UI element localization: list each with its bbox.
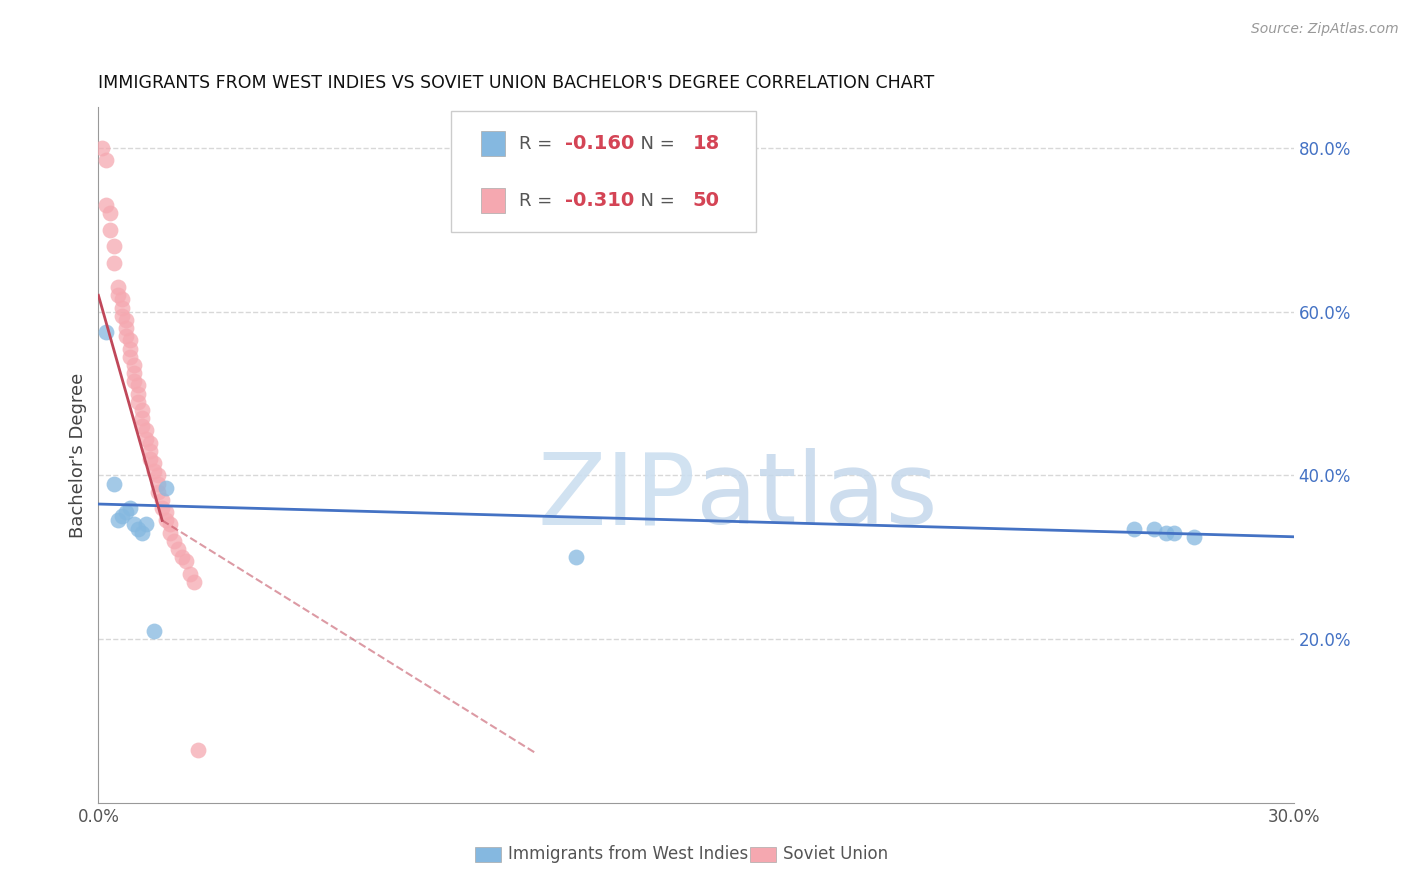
Point	[179, 566, 201, 581]
Text: IMMIGRANTS FROM WEST INDIES VS SOVIET UNION BACHELOR'S DEGREE CORRELATION CHART: IMMIGRANTS FROM WEST INDIES VS SOVIET UN…	[98, 74, 935, 92]
Text: R =: R =	[519, 135, 558, 153]
FancyBboxPatch shape	[481, 188, 505, 213]
Point	[107, 280, 129, 294]
Point	[127, 522, 149, 536]
Point	[115, 321, 138, 335]
Point	[100, 206, 122, 220]
Point	[96, 153, 118, 168]
Text: R =: R =	[519, 192, 558, 210]
Point	[139, 452, 162, 467]
Point	[96, 198, 118, 212]
Point	[127, 378, 149, 392]
Point	[167, 542, 190, 557]
Point	[143, 624, 166, 638]
Point	[120, 350, 142, 364]
Point	[127, 386, 149, 401]
Point	[120, 501, 142, 516]
Point	[159, 517, 181, 532]
Text: Immigrants from West Indies: Immigrants from West Indies	[509, 846, 748, 863]
FancyBboxPatch shape	[749, 847, 776, 862]
Point	[135, 517, 157, 532]
Point	[159, 525, 181, 540]
Point	[115, 505, 138, 519]
Text: 50: 50	[692, 191, 720, 211]
Point	[124, 374, 146, 388]
Point	[124, 517, 146, 532]
Point	[120, 334, 142, 348]
Text: N =: N =	[628, 135, 681, 153]
Point	[183, 574, 205, 589]
Point	[1123, 522, 1146, 536]
Point	[187, 742, 209, 756]
Point	[103, 255, 125, 269]
Text: Source: ZipAtlas.com: Source: ZipAtlas.com	[1251, 22, 1399, 37]
Point	[115, 313, 138, 327]
Point	[111, 309, 134, 323]
FancyBboxPatch shape	[481, 131, 505, 156]
Point	[139, 443, 162, 458]
Point	[150, 492, 173, 507]
Point	[120, 342, 142, 356]
Point	[148, 468, 170, 483]
Point	[124, 358, 146, 372]
Point	[148, 484, 170, 499]
Point	[135, 423, 157, 437]
Point	[155, 513, 177, 527]
Point	[124, 366, 146, 380]
Point	[155, 481, 177, 495]
Point	[131, 419, 153, 434]
Text: -0.310: -0.310	[565, 191, 634, 211]
Point	[103, 476, 125, 491]
Point	[96, 325, 118, 339]
Point	[111, 301, 134, 315]
Point	[565, 550, 588, 565]
Point	[135, 432, 157, 446]
Point	[131, 525, 153, 540]
Point	[143, 456, 166, 470]
Point	[1163, 525, 1185, 540]
Point	[111, 293, 134, 307]
Point	[1143, 522, 1166, 536]
Point	[107, 288, 129, 302]
Point	[131, 403, 153, 417]
Point	[174, 554, 197, 568]
Point	[150, 501, 173, 516]
Point	[1182, 530, 1205, 544]
Point	[139, 435, 162, 450]
Text: -0.160: -0.160	[565, 134, 634, 153]
Point	[1154, 525, 1177, 540]
Point	[143, 464, 166, 478]
Point	[115, 329, 138, 343]
Point	[163, 533, 186, 548]
Point	[111, 509, 134, 524]
Point	[131, 411, 153, 425]
Text: Soviet Union: Soviet Union	[783, 846, 889, 863]
Point	[172, 550, 194, 565]
Text: ZIP: ZIP	[537, 448, 696, 545]
FancyBboxPatch shape	[451, 111, 756, 232]
Point	[148, 476, 170, 491]
Text: 18: 18	[692, 134, 720, 153]
Point	[107, 513, 129, 527]
Point	[100, 223, 122, 237]
Text: N =: N =	[628, 192, 681, 210]
Text: atlas: atlas	[696, 448, 938, 545]
Point	[103, 239, 125, 253]
Point	[91, 141, 114, 155]
Point	[127, 394, 149, 409]
FancyBboxPatch shape	[475, 847, 501, 862]
Point	[155, 505, 177, 519]
Y-axis label: Bachelor's Degree: Bachelor's Degree	[69, 372, 87, 538]
